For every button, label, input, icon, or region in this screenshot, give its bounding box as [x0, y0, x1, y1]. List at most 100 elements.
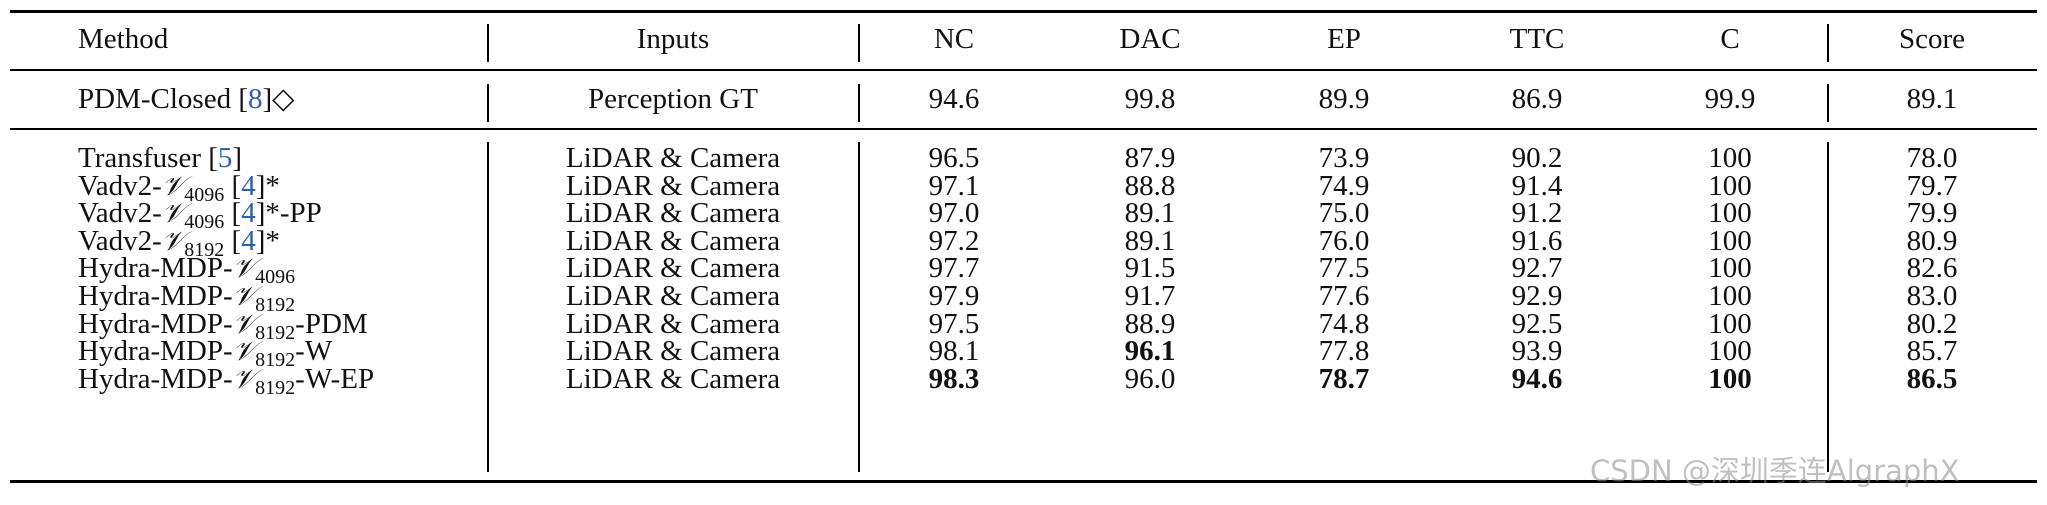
c-cell: 100 — [1708, 252, 1752, 284]
score-cell: 85.7 — [1906, 335, 1958, 367]
inputs-cell: LiDAR & Camera — [565, 280, 781, 312]
header-score: Score — [1898, 23, 1966, 55]
method-cell: Vadv2-𝒱4096 [4]* — [78, 170, 280, 206]
header-dac: DAC — [1119, 23, 1181, 55]
citation-link[interactable]: 4 — [241, 197, 256, 229]
separator-inputs — [858, 84, 860, 122]
inputs-cell: LiDAR & Camera — [565, 335, 781, 367]
vocabulary-symbol: 𝒱 — [161, 171, 185, 202]
baseline-ttc: 86.9 — [1511, 83, 1563, 115]
separator-inputs — [858, 24, 860, 62]
inputs-cell: LiDAR & Camera — [565, 197, 781, 229]
score-cell: 82.6 — [1906, 252, 1958, 284]
c-cell: 100 — [1708, 142, 1752, 174]
nc-cell: 97.2 — [928, 225, 980, 257]
ttc-cell: 91.2 — [1511, 197, 1563, 229]
method-prefix: Transfuser — [78, 142, 201, 174]
vocabulary-size: 4096 — [184, 211, 225, 233]
ttc-cell: 92.9 — [1511, 280, 1563, 312]
method-suffix: * — [265, 225, 280, 257]
dac-cell: 96.0 — [1124, 363, 1176, 395]
baseline-method-name: PDM-Closed — [78, 83, 232, 115]
score-cell: 79.9 — [1906, 197, 1958, 229]
nc-cell: 97.5 — [928, 308, 980, 340]
header-method: Method — [78, 23, 169, 55]
vocabulary-size: 8192 — [184, 239, 225, 261]
ep-cell: 78.7 — [1318, 363, 1370, 395]
score-cell: 86.5 — [1906, 363, 1958, 395]
ttc-cell: 90.2 — [1511, 142, 1563, 174]
inputs-cell: LiDAR & Camera — [565, 225, 781, 257]
header-nc: NC — [933, 23, 975, 55]
method-prefix: Hydra-MDP- — [78, 308, 233, 340]
nc-cell: 96.5 — [928, 142, 980, 174]
method-suffix: -W — [295, 335, 333, 367]
method-prefix: Hydra-MDP- — [78, 280, 233, 312]
dac-cell: 89.1 — [1124, 197, 1176, 229]
citation-link[interactable]: 4 — [241, 170, 256, 202]
score-cell: 80.2 — [1906, 308, 1958, 340]
vocabulary-symbol: 𝒱 — [161, 198, 185, 229]
separator-score — [1827, 142, 1829, 472]
score-cell: 78.0 — [1906, 142, 1958, 174]
header-inputs: Inputs — [636, 23, 710, 55]
baseline-inputs: Perception GT — [588, 83, 758, 115]
nc-cell: 98.1 — [928, 335, 980, 367]
c-cell: 100 — [1708, 308, 1752, 340]
separator-method — [487, 24, 489, 62]
baseline-dac: 99.8 — [1124, 83, 1176, 115]
dac-cell: 91.5 — [1124, 252, 1176, 284]
vocabulary-symbol: 𝒱 — [161, 226, 185, 257]
baseline-score: 89.1 — [1906, 83, 1958, 115]
method-prefix: Hydra-MDP- — [78, 335, 233, 367]
method-cell: Vadv2-𝒱4096 [4]*-PP — [78, 197, 322, 233]
ttc-cell: 93.9 — [1511, 335, 1563, 367]
method-suffix: *-PP — [265, 197, 322, 229]
method-cell: Transfuser [5] — [78, 142, 243, 174]
method-cell: Hydra-MDP-𝒱8192-W-EP — [78, 362, 374, 399]
ttc-cell: 91.6 — [1511, 225, 1563, 257]
baseline-citation[interactable]: 8 — [248, 83, 263, 115]
inputs-cell: LiDAR & Camera — [565, 308, 781, 340]
vocabulary-size: 4096 — [255, 266, 296, 288]
inputs-cell: LiDAR & Camera — [565, 142, 781, 174]
method-cell: Hydra-MDP-𝒱8192-PDM — [78, 307, 368, 344]
inputs-cell: LiDAR & Camera — [565, 170, 781, 202]
c-cell: 100 — [1708, 335, 1752, 367]
separator-score — [1827, 84, 1829, 122]
method-cell: Hydra-MDP-𝒱8192 — [78, 279, 295, 316]
separator-method — [487, 84, 489, 122]
top-rule — [10, 10, 2037, 13]
dac-cell: 91.7 — [1124, 280, 1176, 312]
method-suffix: -W-EP — [295, 363, 375, 395]
vocabulary-size: 8192 — [255, 349, 296, 371]
inputs-cell: LiDAR & Camera — [565, 363, 781, 395]
dac-cell: 88.8 — [1124, 170, 1176, 202]
vocabulary-symbol: 𝒱 — [232, 309, 256, 340]
score-cell: 83.0 — [1906, 280, 1958, 312]
vocabulary-symbol: 𝒱 — [232, 364, 256, 395]
ep-cell: 77.8 — [1318, 335, 1370, 367]
citation-link[interactable]: 5 — [217, 142, 233, 174]
c-cell: 100 — [1708, 225, 1752, 257]
separator-method — [487, 142, 489, 472]
method-prefix: Hydra-MDP- — [78, 252, 233, 284]
c-cell: 100 — [1708, 170, 1752, 202]
baseline-nc: 94.6 — [928, 83, 980, 115]
ep-cell: 73.9 — [1318, 142, 1370, 174]
vocabulary-symbol: 𝒱 — [232, 336, 256, 367]
header-rule — [10, 69, 2037, 71]
header-c: C — [1720, 23, 1740, 55]
c-cell: 100 — [1708, 280, 1752, 312]
ttc-cell: 92.7 — [1511, 252, 1563, 284]
ep-cell: 74.9 — [1318, 170, 1370, 202]
nc-cell: 98.3 — [928, 363, 980, 395]
dac-cell: 87.9 — [1124, 142, 1176, 174]
citation-link[interactable]: 4 — [241, 225, 256, 257]
method-suffix: -PDM — [295, 308, 368, 340]
vocabulary-symbol: 𝒱 — [232, 253, 256, 284]
method-prefix: Vadv2- — [78, 197, 162, 229]
nc-cell: 97.0 — [928, 197, 980, 229]
header-ep: EP — [1327, 23, 1361, 55]
ep-cell: 74.8 — [1318, 308, 1370, 340]
